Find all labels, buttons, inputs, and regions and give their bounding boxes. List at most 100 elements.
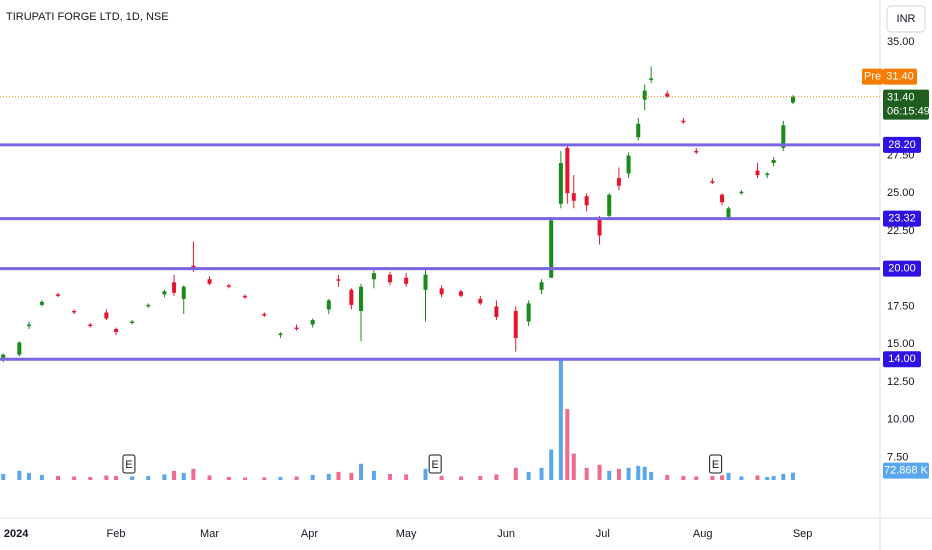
candle-body <box>310 320 315 325</box>
volume-bar <box>710 475 715 480</box>
volume-bar <box>439 475 444 480</box>
candle-body <box>388 274 393 283</box>
candle-body <box>349 289 354 305</box>
x-tick-label: Jun <box>497 528 515 540</box>
y-tick-label: 17.50 <box>887 300 915 312</box>
candle-body <box>739 191 744 194</box>
candle-body <box>571 193 576 201</box>
volume-bar <box>294 476 299 480</box>
volume-bar <box>72 476 77 480</box>
currency-button-label[interactable]: INR <box>897 13 916 25</box>
candle-body <box>404 277 409 284</box>
candle-body <box>765 173 770 176</box>
candle-body <box>439 288 444 295</box>
volume-bar <box>207 475 212 480</box>
volume-bar <box>114 475 119 480</box>
last-price-label: 31.40 <box>887 92 915 104</box>
candle-body <box>56 294 61 296</box>
volume-bar <box>513 467 518 480</box>
candle-body <box>616 178 621 186</box>
candle-body <box>39 301 44 305</box>
volume-bar <box>17 470 22 480</box>
volume-bar <box>584 467 589 480</box>
earnings-marker <box>709 454 723 474</box>
volume-bar <box>720 475 725 480</box>
level-label: 14.00 <box>888 353 916 365</box>
volume-bar <box>681 475 686 480</box>
premarket-box <box>883 68 917 85</box>
volume-bar <box>1 473 6 480</box>
volume-bar <box>755 475 760 480</box>
volume-bar <box>571 453 576 480</box>
volume-bar <box>494 474 499 480</box>
volume-bar <box>172 470 177 480</box>
volume-bar <box>739 476 744 480</box>
candle-body <box>130 321 135 324</box>
candle-body <box>526 303 531 322</box>
y-tick-label: 7.50 <box>887 451 908 463</box>
currency-button[interactable] <box>886 5 926 33</box>
volume-bar <box>27 472 32 480</box>
candle-body <box>636 123 641 138</box>
candle-body <box>17 342 22 355</box>
volume-bar <box>326 473 331 480</box>
volume-bar <box>146 475 151 480</box>
candle-body <box>720 194 725 203</box>
volume-bar <box>597 464 602 480</box>
last-price-box <box>883 89 929 120</box>
volume-bar <box>558 358 563 480</box>
candle-body <box>597 218 602 236</box>
candle-body <box>726 208 731 218</box>
volume-bar <box>56 475 61 480</box>
volume-bar <box>765 476 770 480</box>
volume-bar <box>242 477 247 480</box>
x-tick-label: May <box>396 528 417 540</box>
level-label: 28.20 <box>888 139 916 151</box>
volume-bar <box>39 474 44 480</box>
candle-body <box>226 285 231 287</box>
candle-body <box>781 125 786 148</box>
candle-body <box>539 282 544 290</box>
candle-body <box>104 312 109 319</box>
candle-body <box>114 329 119 333</box>
premarket-label: 31.40 <box>886 71 914 83</box>
volume-bar <box>310 474 315 480</box>
volume-bar <box>607 470 612 480</box>
volume-bar <box>526 471 531 480</box>
volume-bar <box>781 473 786 480</box>
candle-body <box>262 313 267 316</box>
candle-body <box>458 291 463 296</box>
candle-body <box>359 286 364 311</box>
volume-bar <box>616 468 621 480</box>
candle-body <box>513 310 518 339</box>
candle-body <box>88 324 93 327</box>
candle-body <box>558 163 563 204</box>
candle-body <box>649 78 654 80</box>
candle-body <box>710 181 715 183</box>
volume-bar <box>726 472 731 480</box>
candle-body <box>626 155 631 174</box>
candle-body <box>326 300 331 310</box>
premarket-tag-box <box>862 68 883 85</box>
earnings-label: E <box>431 459 438 471</box>
candle-body <box>790 96 795 103</box>
volume-bar <box>549 449 554 480</box>
volume-bar <box>262 477 267 480</box>
earnings-marker <box>122 454 136 474</box>
volume-bar <box>191 468 196 480</box>
level-label: 23.32 <box>888 212 916 224</box>
volume-bar <box>790 472 795 480</box>
chart-title: TIRUPATI FORGE LTD, 1D, NSE <box>6 11 169 23</box>
candle-body <box>423 274 428 290</box>
candle-body <box>565 147 570 194</box>
candle-body <box>584 196 589 206</box>
candle-body <box>642 90 647 100</box>
volume-bar <box>130 476 135 480</box>
candle-body <box>72 310 77 313</box>
x-tick-label: Sep <box>793 528 813 540</box>
x-tick-label: 2024 <box>4 528 29 540</box>
volume-bar <box>649 471 654 480</box>
candle-body <box>146 304 151 307</box>
